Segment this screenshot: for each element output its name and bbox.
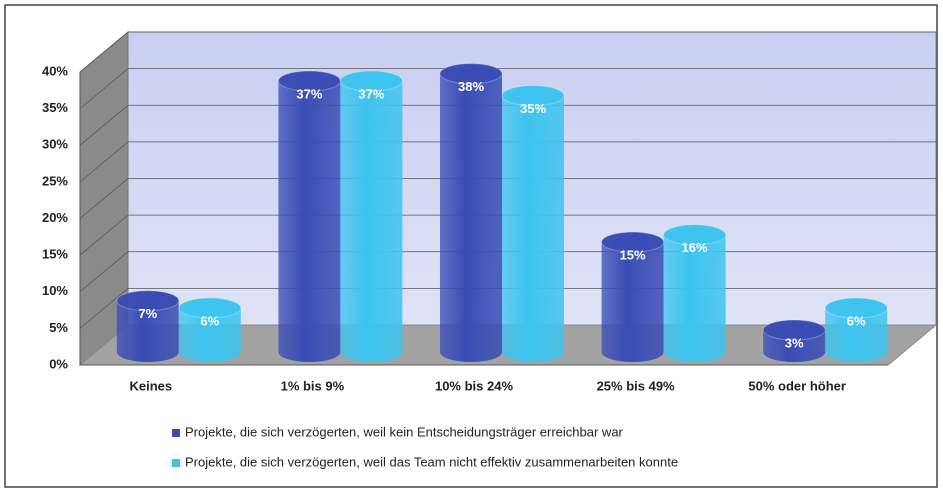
bar-cap: [339, 70, 403, 92]
y-tick-label: 10%: [42, 283, 68, 298]
value-label: 35%: [520, 101, 546, 116]
bar-cap: [663, 224, 727, 246]
x-tick-label: 1% bis 9%: [281, 378, 345, 393]
grid-line: [79, 31, 936, 73]
legend-swatch: [172, 459, 180, 467]
bar-cap: [178, 297, 242, 319]
x-tick-label: 10% bis 24%: [435, 378, 513, 393]
grid-line: [79, 104, 936, 146]
value-label: 7%: [138, 306, 157, 321]
value-label: 37%: [358, 86, 384, 101]
bar: [601, 232, 664, 362]
bar: [502, 85, 564, 362]
legend-label: Projekte, die sich verzögerten, weil kei…: [185, 424, 624, 439]
bar: [340, 70, 403, 362]
y-tick-label: 25%: [42, 173, 68, 188]
legend-swatch: [172, 429, 180, 437]
bar-cap: [439, 63, 503, 85]
bar-cap: [824, 297, 888, 319]
value-label: 3%: [785, 335, 804, 350]
value-label: 16%: [682, 240, 708, 255]
bar: [440, 63, 502, 363]
y-tick-label: 35%: [42, 100, 68, 115]
x-tick-label: 50% oder höher: [748, 378, 846, 393]
value-label: 38%: [458, 79, 484, 94]
grid-line: [79, 141, 936, 183]
bar-cap: [116, 290, 180, 312]
grid-line: [79, 68, 936, 109]
x-tick-label: 25% bis 49%: [597, 378, 675, 393]
value-label: 6%: [847, 313, 866, 328]
value-label: 6%: [200, 313, 219, 328]
bar-cap: [501, 85, 565, 107]
grid-line: [79, 214, 936, 256]
x-tick-label: Keines: [129, 378, 172, 393]
y-tick-label: 5%: [49, 320, 68, 335]
value-label: 15%: [620, 248, 646, 263]
legend-label: Projekte, die sich verzögerten, weil das…: [185, 454, 678, 469]
bar: [278, 70, 341, 362]
y-tick-label: 20%: [42, 210, 68, 225]
value-label: 37%: [296, 86, 322, 101]
y-tick-label: 0%: [49, 356, 68, 371]
y-tick-label: 40%: [42, 63, 68, 78]
grid-line: [79, 178, 936, 219]
bar: [663, 224, 726, 362]
y-tick-label: 30%: [42, 137, 68, 152]
y-tick-label: 15%: [42, 247, 68, 262]
